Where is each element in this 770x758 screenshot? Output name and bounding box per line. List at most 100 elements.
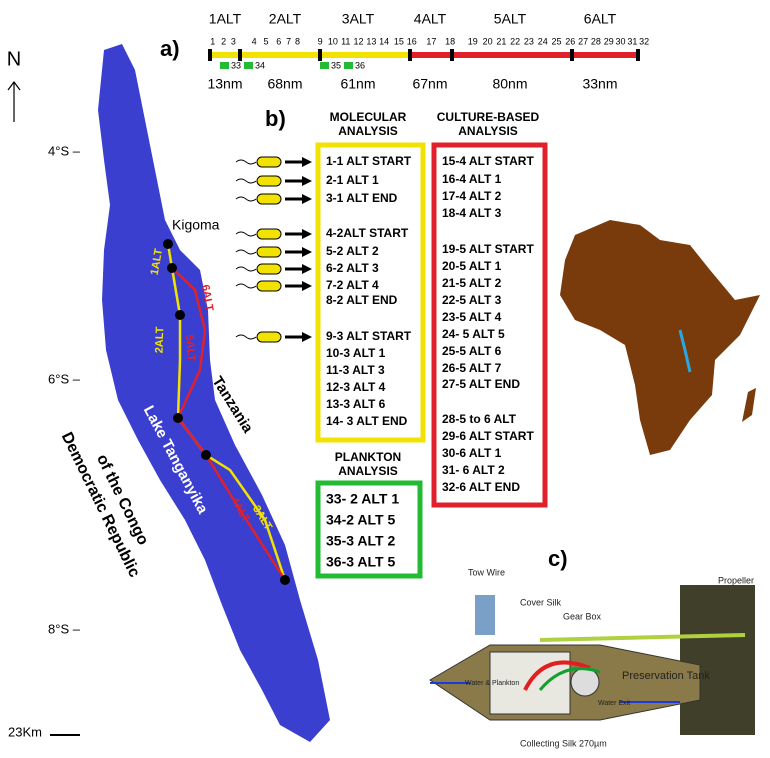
north-arrow-head (7, 81, 21, 91)
station-number: 16 (407, 36, 417, 46)
latitude: 6°S – (48, 371, 81, 386)
sample-item: 9-3 ALT START (326, 329, 412, 343)
station-number: 8 (295, 36, 300, 46)
station-number: 27 (578, 36, 588, 46)
arrow-head (302, 194, 312, 204)
sample-item: 29-6 ALT START (442, 429, 534, 443)
sample-item: 12-3 ALT 4 (326, 380, 386, 394)
tank (570, 667, 600, 697)
part-label: Tow Wire (468, 567, 505, 577)
sample-item: 28-5 to 6 ALT (442, 412, 517, 426)
section-title: CULTURE-BASED (437, 110, 540, 124)
arrow-head (302, 229, 312, 239)
part-label: Collecting Silk 270µm (520, 738, 607, 748)
segment-name: 1ALT (209, 11, 242, 27)
sample-item: 2-1 ALT 1 (326, 173, 379, 187)
station-number: 29 (604, 36, 614, 46)
station-number: 21 (496, 36, 506, 46)
sample-item: 7-2 ALT 4 (326, 278, 379, 292)
plankton-marker (344, 62, 353, 69)
panel-label: c) (548, 546, 568, 571)
bacterium (256, 228, 282, 240)
station-number: 28 (591, 36, 601, 46)
station-number: 14 (379, 36, 389, 46)
sample-item: 21-5 ALT 2 (442, 276, 502, 290)
track-tick (408, 49, 412, 61)
segment-name: 2ALT (269, 11, 302, 27)
station-dot (201, 450, 211, 460)
station-number: 25 (552, 36, 562, 46)
sample-item: 15-4 ALT START (442, 154, 534, 168)
station-dot (280, 575, 290, 585)
sample-item: 18-4 ALT 3 (442, 206, 502, 220)
sample-item: 30-6 ALT 1 (442, 446, 502, 460)
segment-distance: 67nm (412, 76, 447, 92)
panel-label: a) (160, 36, 180, 61)
section-title: MOLECULAR (330, 110, 407, 124)
latitude: 8°S – (48, 621, 81, 636)
plankton-station: 36 (355, 60, 365, 70)
sample-item: 34-2 ALT 5 (326, 512, 395, 528)
segment-name: 6ALT (584, 11, 617, 27)
bacterium (256, 246, 282, 258)
route-red (171, 267, 287, 581)
station-number: 10 (328, 36, 338, 46)
bacterium-flagellum (235, 283, 257, 289)
station-number: 31 (627, 36, 637, 46)
track-tick (450, 49, 454, 61)
part-label: Water Exit (598, 700, 630, 707)
tow-reel (475, 595, 495, 635)
arrow-head (302, 176, 312, 186)
station-number: 6 (276, 36, 281, 46)
part-label: Preservation Tank (622, 670, 710, 682)
station-number: 32 (639, 36, 649, 46)
flow-red (523, 660, 591, 691)
track-tick (636, 49, 640, 61)
bacterium-flagellum (235, 196, 257, 202)
track-tick (570, 49, 574, 61)
place-label: Kigoma (172, 217, 220, 233)
station-number: 17 (426, 36, 436, 46)
panel-label: b) (265, 106, 286, 131)
segment-name: 3ALT (342, 11, 375, 27)
station-number: 26 (565, 36, 575, 46)
bacterium (256, 331, 282, 343)
part-label: Water & Plankton (465, 680, 519, 687)
stations (163, 239, 290, 585)
station-number: 12 (354, 36, 364, 46)
molecular-box (315, 142, 426, 443)
plankton-marker (220, 62, 229, 69)
station-number: 1 (210, 36, 215, 46)
sample-item: 3-1 ALT END (326, 191, 398, 205)
sample-item: 8-2 ALT END (326, 293, 398, 307)
sample-item: 27-5 ALT END (442, 377, 520, 391)
bacterium (256, 175, 282, 187)
propeller-housing (680, 585, 755, 735)
station-number: 30 (616, 36, 626, 46)
station-number: 5 (263, 36, 268, 46)
africa-lake (678, 329, 692, 373)
sample-item: 22-5 ALT 3 (442, 293, 502, 307)
section-title: ANALYSIS (458, 124, 518, 138)
plankton-station: 34 (255, 60, 265, 70)
plankton-marker (244, 62, 253, 69)
bacterium-flagellum (235, 334, 257, 340)
africa (560, 220, 760, 455)
sample-item: 31- 6 ALT 2 (442, 463, 505, 477)
arrow-head (302, 264, 312, 274)
plankton-station: 35 (331, 60, 341, 70)
bacterium (256, 193, 282, 205)
sample-item: 25-5 ALT 6 (442, 344, 502, 358)
sample-item: 10-3 ALT 1 (326, 346, 386, 360)
route-label: 2ALT (153, 326, 166, 353)
section-title: ANALYSIS (338, 464, 398, 478)
arrow-head (302, 247, 312, 257)
station-number: 2 (221, 36, 226, 46)
section-title: ANALYSIS (338, 124, 398, 138)
station-number: 20 (483, 36, 493, 46)
station-number: 7 (286, 36, 291, 46)
station-number: 15 (394, 36, 404, 46)
sample-item: 6-2 ALT 3 (326, 261, 379, 275)
station-dot (175, 310, 185, 320)
scale-label: 23Km (8, 724, 42, 739)
